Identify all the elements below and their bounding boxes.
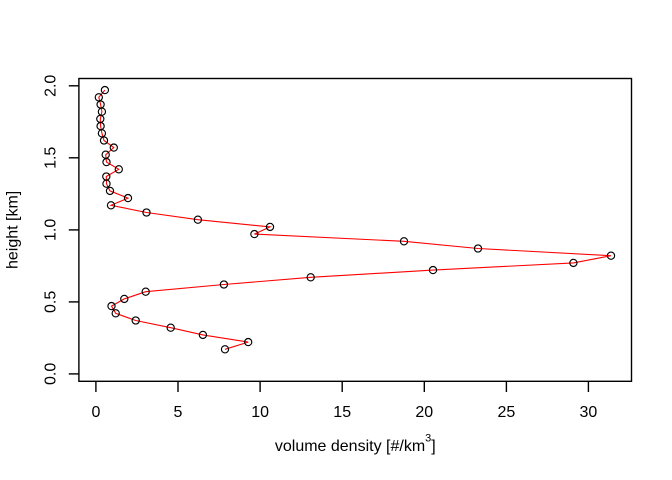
- svg-text:25: 25: [498, 404, 516, 421]
- svg-text:1.0: 1.0: [43, 219, 60, 241]
- svg-text:1.5: 1.5: [43, 147, 60, 169]
- svg-text:0: 0: [91, 404, 100, 421]
- svg-text:30: 30: [580, 404, 598, 421]
- svg-text:20: 20: [415, 404, 433, 421]
- svg-text:10: 10: [251, 404, 269, 421]
- svg-text:0.0: 0.0: [43, 363, 60, 385]
- svg-text:height [km]: height [km]: [5, 191, 22, 269]
- svg-text:15: 15: [333, 404, 351, 421]
- svg-text:5: 5: [174, 404, 183, 421]
- svg-text:volume density [#/km3]: volume density [#/km3]: [275, 433, 436, 456]
- svg-text:0.5: 0.5: [43, 291, 60, 313]
- svg-text:2.0: 2.0: [43, 75, 60, 97]
